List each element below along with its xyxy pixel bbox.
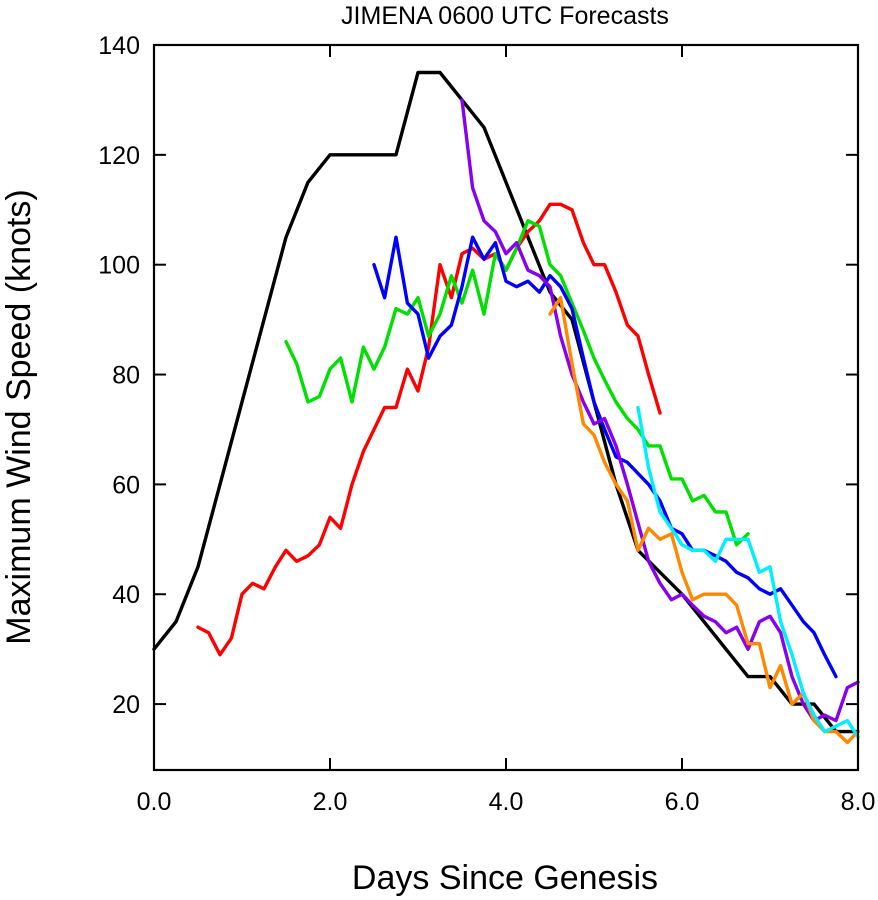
y-tick-label: 60	[112, 471, 140, 499]
series-line-1	[152, 70, 860, 734]
x-tick-label: 6.0	[665, 788, 700, 816]
y-axis-title: Maximum Wind Speed (knots)	[0, 189, 38, 644]
chart-title: JIMENA 0600 UTC Forecasts	[341, 2, 669, 30]
y-tick-label: 80	[112, 362, 140, 390]
y-tick-label: 20	[112, 691, 140, 719]
series-line-4	[372, 235, 838, 679]
y-tick-label: 40	[112, 581, 140, 609]
axis-ticks: 0.0 2.0 4.0 6.0 8.0 20 40 60 80 100 120 140	[98, 32, 875, 816]
y-tick-label: 100	[98, 252, 140, 280]
x-tick-label: 4.0	[489, 788, 524, 816]
series-line-3	[284, 219, 750, 547]
x-tick-label: 8.0	[841, 788, 876, 816]
y-tick-label: 140	[98, 32, 140, 60]
x-axis-title: Days Since Genesis	[352, 859, 658, 897]
series-line-5	[460, 98, 860, 723]
series-line-2	[196, 202, 662, 657]
series-line-7	[636, 405, 860, 739]
plot-frame	[152, 43, 860, 772]
series-layer	[152, 70, 860, 745]
y-tick-label: 120	[98, 142, 140, 170]
x-tick-label: 0.0	[137, 788, 172, 816]
x-tick-label: 2.0	[313, 788, 348, 816]
